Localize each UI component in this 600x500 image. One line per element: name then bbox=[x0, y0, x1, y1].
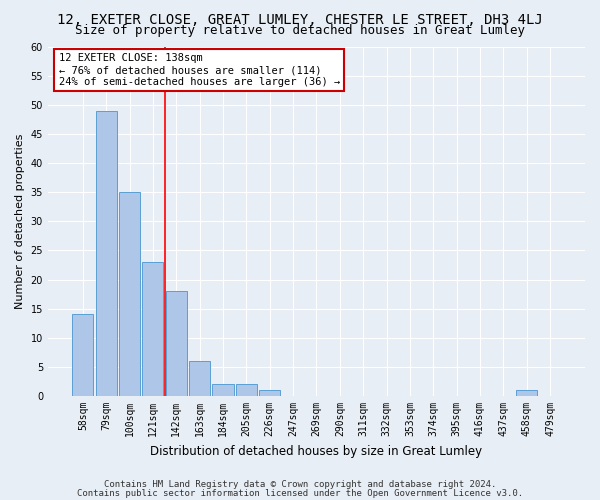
Y-axis label: Number of detached properties: Number of detached properties bbox=[15, 134, 25, 309]
Text: Contains public sector information licensed under the Open Government Licence v3: Contains public sector information licen… bbox=[77, 489, 523, 498]
Bar bbox=[95, 110, 117, 396]
Text: Size of property relative to detached houses in Great Lumley: Size of property relative to detached ho… bbox=[75, 24, 525, 37]
Bar bbox=[189, 361, 210, 396]
Bar bbox=[212, 384, 233, 396]
Bar bbox=[259, 390, 280, 396]
Bar bbox=[236, 384, 257, 396]
Text: 12, EXETER CLOSE, GREAT LUMLEY, CHESTER LE STREET, DH3 4LJ: 12, EXETER CLOSE, GREAT LUMLEY, CHESTER … bbox=[57, 12, 543, 26]
Bar bbox=[516, 390, 537, 396]
Bar bbox=[73, 314, 94, 396]
Text: 12 EXETER CLOSE: 138sqm
← 76% of detached houses are smaller (114)
24% of semi-d: 12 EXETER CLOSE: 138sqm ← 76% of detache… bbox=[59, 54, 340, 86]
Text: Contains HM Land Registry data © Crown copyright and database right 2024.: Contains HM Land Registry data © Crown c… bbox=[104, 480, 496, 489]
Bar bbox=[142, 262, 163, 396]
X-axis label: Distribution of detached houses by size in Great Lumley: Distribution of detached houses by size … bbox=[151, 444, 482, 458]
Bar bbox=[119, 192, 140, 396]
Bar bbox=[166, 291, 187, 396]
